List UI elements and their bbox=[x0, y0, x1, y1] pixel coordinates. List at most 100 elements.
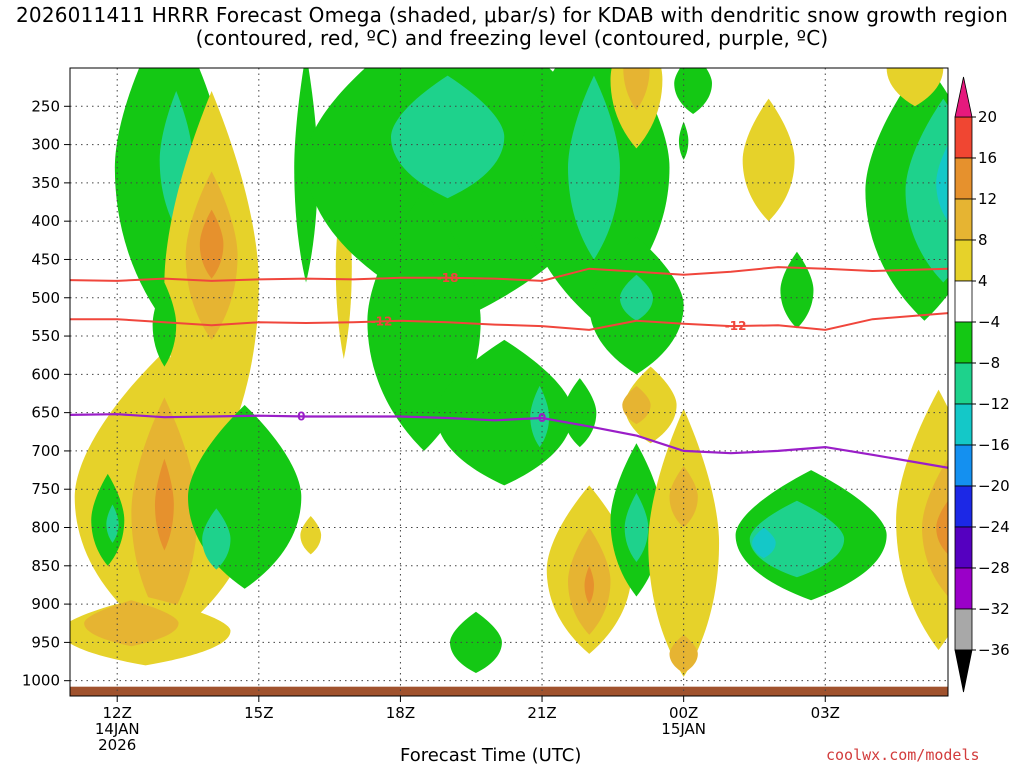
contour-minus18 bbox=[70, 266, 948, 282]
colorbar-box bbox=[954, 321, 973, 364]
colorbar-label: −12 bbox=[978, 395, 1010, 413]
colorbar-label: 16 bbox=[978, 149, 997, 167]
blue-350-05z bbox=[936, 144, 948, 222]
y-tick-label: 450 bbox=[31, 250, 60, 268]
colorbar-box bbox=[954, 157, 973, 200]
orange-core-13z bbox=[199, 209, 224, 279]
x-tick-label: 15Z bbox=[244, 704, 273, 722]
y-tick-label: 600 bbox=[31, 365, 60, 383]
freezing-level-label: 0 bbox=[538, 411, 546, 425]
yellow-800-05z bbox=[896, 389, 948, 651]
freezing-level-contour bbox=[70, 413, 948, 469]
yellow-800-16z bbox=[300, 516, 322, 555]
colorbar-box bbox=[954, 608, 973, 651]
freezing-level-label: 0 bbox=[297, 409, 305, 423]
colorbar-label: −8 bbox=[978, 354, 1000, 372]
colorbar-box bbox=[954, 198, 973, 241]
temperature-contours bbox=[70, 266, 948, 469]
credit-link[interactable]: coolwx.com/models bbox=[826, 746, 980, 764]
omega-shading bbox=[70, 68, 948, 696]
colorbar-label: −32 bbox=[978, 600, 1010, 618]
x-tick-label: 21Z bbox=[527, 704, 556, 722]
colorbar-label: 20 bbox=[978, 108, 997, 126]
colorbar-label: −36 bbox=[978, 641, 1010, 659]
green-490-02z bbox=[780, 251, 814, 329]
cyan-350-05z bbox=[905, 98, 948, 283]
x-axis-label: Forecast Time (UTC) bbox=[400, 745, 582, 766]
orange-base-12z bbox=[84, 600, 179, 647]
contour-label-minus12: -12 bbox=[725, 319, 747, 333]
cyan-500-23z bbox=[619, 274, 653, 321]
colorbar-box bbox=[954, 116, 973, 159]
y-tick-label: 350 bbox=[31, 174, 60, 192]
y-tick-label: 500 bbox=[31, 289, 60, 307]
colorbar-label: −16 bbox=[978, 436, 1010, 454]
green-200-00z bbox=[674, 68, 712, 114]
colorbar-label: −28 bbox=[978, 559, 1010, 577]
colorbar: 20 16 12 8 4 −4 −8 −12 −16 −20 −24 −28 −32 −36 bbox=[954, 76, 1010, 693]
ground-strip bbox=[70, 686, 948, 696]
colorbar-label: −20 bbox=[978, 477, 1010, 495]
orange-core-05z bbox=[936, 500, 948, 555]
cyan-800-23z bbox=[624, 493, 649, 562]
cyan-22z bbox=[568, 75, 620, 260]
colorbar-label: −24 bbox=[978, 518, 1010, 536]
cyan-810-01z bbox=[752, 527, 776, 559]
grid bbox=[70, 68, 948, 696]
orange-960-00z bbox=[669, 634, 698, 674]
colorbar-box bbox=[954, 526, 973, 569]
colorbar-box bbox=[954, 239, 973, 282]
y-tick-label: 650 bbox=[31, 404, 60, 422]
green-950-19z bbox=[449, 611, 502, 674]
green-650-20z bbox=[435, 339, 573, 486]
y-tick-label: 400 bbox=[31, 212, 60, 230]
colorbar-label: 4 bbox=[978, 272, 988, 290]
contour-label-minus18: -18 bbox=[437, 271, 459, 285]
green-520-13z bbox=[152, 282, 177, 367]
orange-200-23z bbox=[623, 68, 650, 111]
orange-650-23z bbox=[622, 385, 651, 425]
colorbar-max-arrow bbox=[954, 76, 973, 118]
x-tick-label: 18Z bbox=[386, 704, 415, 722]
contour-minus12 bbox=[70, 312, 948, 331]
colorbar-box bbox=[954, 280, 973, 323]
colorbar-label: 8 bbox=[978, 231, 988, 249]
orange-core-22z bbox=[584, 565, 594, 605]
y-tick-label: 700 bbox=[31, 442, 60, 460]
plot-border bbox=[69, 67, 949, 697]
contour-label-minus12: -12 bbox=[371, 314, 393, 328]
chart-title: 2026011411 HRRR Forecast Omega (shaded, … bbox=[15, 3, 1008, 50]
cyan-650-20z bbox=[530, 385, 550, 448]
orange-760-00z bbox=[669, 466, 698, 528]
y-tick-label: 800 bbox=[31, 519, 60, 537]
cyan-770-12z bbox=[106, 504, 119, 543]
x-tick-year: 2026 bbox=[98, 736, 136, 754]
x-tick-label: 12Z bbox=[103, 704, 132, 722]
orange-800-05z bbox=[922, 458, 948, 597]
green-650-22z bbox=[563, 378, 597, 448]
y-tick-label: 300 bbox=[31, 136, 60, 154]
y-tick-label: 850 bbox=[31, 557, 60, 575]
colorbar-box bbox=[954, 567, 973, 610]
cyan-800-14z bbox=[202, 508, 231, 570]
cyan-330-19z bbox=[390, 75, 505, 199]
y-tick-label: 550 bbox=[31, 327, 60, 345]
pressure-axis: 250 300 350 400 450 500 550 600 650 700 750 800 850 9… bbox=[22, 97, 70, 690]
colorbar-box bbox=[954, 444, 973, 487]
colorbar-box bbox=[954, 362, 973, 405]
x-tick-date: 14JAN bbox=[95, 720, 140, 738]
colorbar-min-arrow bbox=[954, 649, 973, 693]
green-300-16z bbox=[294, 68, 318, 283]
cyan-800-02z bbox=[749, 500, 845, 578]
colorbar-label: 12 bbox=[978, 190, 997, 208]
yellow-800-00z bbox=[648, 408, 720, 677]
plot-frame bbox=[69, 67, 949, 697]
yellow-200-05z bbox=[886, 68, 944, 107]
x-tick-label: 00Z bbox=[669, 704, 698, 722]
y-tick-label: 1000 bbox=[22, 672, 60, 690]
y-tick-label: 750 bbox=[31, 480, 60, 498]
x-tick-label: 03Z bbox=[811, 704, 840, 722]
y-tick-label: 250 bbox=[31, 97, 60, 115]
